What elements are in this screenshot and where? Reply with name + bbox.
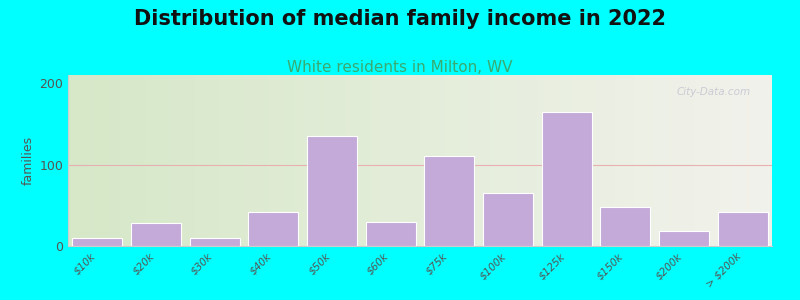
Bar: [600, 207, 650, 246]
Bar: [659, 230, 709, 246]
Text: White residents in Milton, WV: White residents in Milton, WV: [287, 60, 513, 75]
Text: Distribution of median family income in 2022: Distribution of median family income in …: [134, 9, 666, 29]
Bar: [73, 238, 122, 246]
Bar: [366, 222, 415, 246]
Bar: [718, 212, 768, 246]
Bar: [190, 238, 240, 246]
Bar: [131, 223, 181, 246]
Bar: [307, 136, 357, 246]
Y-axis label: families: families: [22, 136, 35, 185]
Bar: [542, 112, 592, 246]
Bar: [248, 212, 298, 246]
Text: City-Data.com: City-Data.com: [677, 87, 751, 97]
Bar: [483, 193, 533, 246]
Bar: [424, 156, 474, 246]
